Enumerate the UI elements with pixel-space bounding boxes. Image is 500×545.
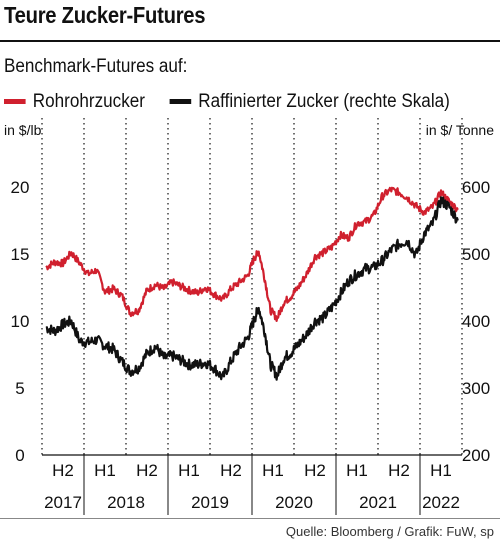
legend-item-rohrohrzucker: Rohrohrzucker: [4, 91, 145, 113]
year-tick-label: 2020: [275, 493, 313, 512]
source-credit: Quelle: Bloomberg / Grafik: FuW, sp: [285, 524, 494, 539]
right-tick-label: 600: [462, 178, 490, 197]
period-tick-label: H2: [136, 461, 158, 480]
period-tick-label: H2: [388, 461, 410, 480]
legend-item-raffinierter-zucker: Raffinierter Zucker (rechte Skala): [169, 90, 450, 113]
period-tick-label: H1: [262, 461, 284, 480]
period-tick-label: H1: [94, 461, 116, 480]
left-axis-label: in $/lb: [4, 122, 42, 138]
year-tick-label: 2018: [107, 493, 145, 512]
legend-swatch-black: [169, 99, 192, 104]
title-divider: [0, 40, 500, 42]
axes: in $/lb in $/ Tonne 0 5 10 15 20 200 300 400 500…: [4, 122, 494, 515]
right-tick-label: 500: [462, 245, 490, 264]
legend: Rohrohrzucker Raffinierter Zucker (recht…: [4, 88, 470, 113]
period-tick-label: H1: [178, 461, 200, 480]
left-tick-label: 20: [11, 178, 30, 197]
period-tick-label: H2: [52, 461, 74, 480]
chart-title: Teure Zucker-Futures: [4, 2, 206, 28]
series-lines: [45, 186, 459, 381]
legend-label: Rohrohrzucker: [32, 90, 145, 112]
legend-label: Raffinierter Zucker (rechte Skala): [198, 90, 450, 112]
gridlines: [41, 118, 463, 455]
right-tick-label: 200: [462, 446, 490, 465]
period-tick-label: H2: [304, 461, 326, 480]
left-tick-label: 15: [11, 245, 30, 264]
year-tick-label: 2021: [359, 493, 397, 512]
period-tick-label: H1: [430, 461, 452, 480]
series-line-rohrohrzucker: [45, 186, 459, 322]
year-tick-label: 2019: [191, 493, 229, 512]
right-axis-label: in $/ Tonne: [426, 122, 494, 138]
right-tick-label: 300: [462, 379, 490, 398]
left-tick-label: 10: [11, 312, 30, 331]
period-tick-label: H2: [220, 461, 242, 480]
chart-subtitle: Benchmark-Futures auf:: [4, 56, 188, 77]
period-tick-label: H1: [346, 461, 368, 480]
year-tick-label: 2022: [422, 493, 460, 512]
year-tick-label: 2017: [44, 493, 82, 512]
left-tick-label: 0: [15, 446, 24, 465]
series-line-raffinierter-zucker: [45, 196, 459, 381]
legend-swatch-red: [4, 99, 26, 104]
right-tick-label: 400: [462, 312, 490, 331]
footer-divider: [0, 518, 500, 519]
left-tick-label: 5: [15, 379, 24, 398]
